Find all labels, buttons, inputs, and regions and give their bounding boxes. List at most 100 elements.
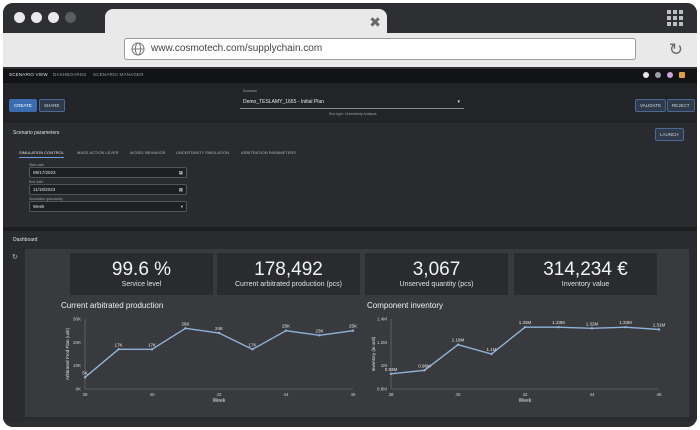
data-label: 23K xyxy=(315,328,323,333)
end-date-label: End date xyxy=(29,180,44,184)
granularity-select[interactable]: Week ▾ xyxy=(29,201,187,212)
data-label: 1.32M xyxy=(586,321,599,326)
dashboard-panel: 99.6 % Service level 178,492 Current arb… xyxy=(25,249,689,417)
scenario-parameters-title[interactable]: Scenario parameters xyxy=(13,130,60,136)
theme-icon[interactable] xyxy=(643,72,649,78)
data-point xyxy=(456,343,460,346)
scenario-select-label: Scenario xyxy=(243,89,257,93)
x-tick-label: 40 xyxy=(149,392,155,397)
refresh-icon[interactable]: ↻ xyxy=(12,254,18,261)
validate-button[interactable]: VALIDATE xyxy=(635,99,667,112)
data-label: 25K xyxy=(282,324,290,329)
kpi-card: 314,234 € Inventory value xyxy=(514,253,657,295)
data-point xyxy=(150,348,154,351)
help-icon[interactable] xyxy=(655,72,661,78)
y-axis-label: Inventory (in unit) xyxy=(371,336,376,371)
window-control-dot[interactable] xyxy=(48,12,59,23)
kpi-label: Inventory value xyxy=(561,281,610,288)
x-axis-label: Week xyxy=(213,398,226,404)
data-point xyxy=(389,372,393,376)
y-tick-label: 10K xyxy=(73,363,81,368)
nav-scenario-manager[interactable]: SCENARIO MANAGER xyxy=(93,72,144,77)
browser-window: ✖ www.cosmotech.com/supplychain.com ↻ SC… xyxy=(3,3,697,427)
data-label: 1.31M xyxy=(653,323,666,328)
create-button[interactable]: CREATE xyxy=(9,99,37,112)
browser-tab[interactable]: ✖ xyxy=(105,9,387,37)
data-label: 0.96M xyxy=(418,363,431,368)
kpi-card: 3,067 Unserved quantity (pcs) xyxy=(365,253,508,295)
data-point xyxy=(423,369,426,372)
x-tick-label: 44 xyxy=(283,392,289,397)
calendar-icon[interactable]: ▦ xyxy=(178,187,183,192)
data-point xyxy=(523,325,527,329)
scenario-select[interactable]: Scenario Demo_TESLAMY_1665 - Initial Pla… xyxy=(240,89,464,109)
data-label: 1.33M xyxy=(519,320,532,325)
data-label: 1.33M xyxy=(619,320,632,325)
tab-model-behavior[interactable]: MODEL BEHAVIOR xyxy=(130,150,166,155)
chevron-down-icon: ▾ xyxy=(180,204,183,209)
address-bar: www.cosmotech.com/supplychain.com ↻ xyxy=(3,33,697,67)
data-point xyxy=(284,329,288,332)
inventory-chart: Component inventory 0.8M 1M 1.2M 1.4M 38 40 42… xyxy=(367,301,667,413)
start-date-field[interactable]: 09/17/2023 ▦ xyxy=(29,167,187,178)
x-tick-label: 46 xyxy=(656,392,662,397)
scenario-select-value: Demo_TESLAMY_1665 - Initial Plan xyxy=(243,99,324,105)
data-point xyxy=(184,327,187,330)
data-label: 26K xyxy=(181,321,189,326)
y-tick-label: 30K xyxy=(73,317,81,322)
kpi-card: 178,492 Current arbitrated production (p… xyxy=(217,253,360,295)
kpi-label: Service level xyxy=(121,281,162,288)
chevron-down-icon: ▾ xyxy=(457,99,460,105)
nav-icons xyxy=(643,72,685,78)
data-point xyxy=(657,328,661,331)
chart-title: Component inventory xyxy=(367,301,444,310)
x-tick-label: 42 xyxy=(522,392,528,397)
data-point xyxy=(590,327,594,330)
granularity-value: Week xyxy=(33,204,45,209)
data-point xyxy=(83,376,87,379)
window-control-dot[interactable] xyxy=(14,12,25,23)
x-tick-label: 38 xyxy=(82,392,88,397)
calendar-icon[interactable]: ▦ xyxy=(178,170,183,175)
reload-icon[interactable]: ↻ xyxy=(668,40,683,59)
scenario-bar: CREATE SHARE Scenario Demo_TESLAMY_1665 … xyxy=(3,83,697,123)
tab-mass-action-lever[interactable]: MASS ACTION LEVER xyxy=(77,150,119,155)
y-axis-label: Arbitrated Prod Plan (unit) xyxy=(65,327,70,380)
window-control-dot[interactable] xyxy=(31,12,42,23)
x-tick-label: 40 xyxy=(455,392,461,397)
kpi-card: 99.6 % Service level xyxy=(70,253,213,295)
data-label: 17K xyxy=(114,342,122,347)
apps-grid-icon[interactable] xyxy=(667,10,683,26)
tab-simulation-control[interactable]: SIMULATION CONTROL xyxy=(19,150,64,158)
app-content: SCENARIO VIEW DASHBOARDS SCENARIO MANAGE… xyxy=(3,69,697,421)
data-point xyxy=(217,331,221,335)
start-date-label: Start date xyxy=(29,163,45,167)
share-button[interactable]: SHARE xyxy=(39,99,65,112)
data-label: 0.93M xyxy=(385,367,398,372)
data-point xyxy=(557,325,560,329)
kpi-value: 3,067 xyxy=(412,259,461,280)
kpi-label: Current arbitrated production (pcs) xyxy=(235,281,342,288)
tab-uncertainty-simulation[interactable]: UNCERTAINTY SIMULATION xyxy=(176,150,230,155)
close-tab-icon[interactable]: ✖ xyxy=(369,14,381,30)
inventory-line-chart: 0.8M 1M 1.2M 1.4M 38 40 42 44 46 Week Inventory (i… xyxy=(371,317,666,405)
end-date-value: 11/18/2023 xyxy=(33,187,56,192)
reject-button[interactable]: REJECT xyxy=(667,99,695,112)
url-text: www.cosmotech.com/supplychain.com xyxy=(151,43,323,54)
production-chart: Current arbitrated production 0K 10K 20K 30… xyxy=(61,301,361,413)
y-tick-label: 0.8M xyxy=(377,387,387,392)
nav-scenario-view[interactable]: SCENARIO VIEW xyxy=(9,72,48,77)
dashboard-title[interactable]: Dashboard xyxy=(13,237,38,243)
end-date-field[interactable]: 11/18/2023 ▦ xyxy=(29,184,187,195)
run-type-text: Run type: Uncertainty Analysis xyxy=(329,112,377,116)
avatar-icon[interactable] xyxy=(667,72,673,78)
window-control-dot[interactable] xyxy=(65,12,76,23)
nav-dashboards[interactable]: DASHBOARDS xyxy=(53,72,87,77)
start-date-value: 09/17/2023 xyxy=(33,170,56,175)
tab-arbitration-parameters[interactable]: ARBITRATION PARAMETERS xyxy=(241,150,296,155)
y-tick-label: 1M xyxy=(381,363,388,368)
series-line xyxy=(84,327,354,378)
launch-button[interactable]: LAUNCH xyxy=(655,128,684,141)
url-field[interactable]: www.cosmotech.com/supplychain.com xyxy=(124,38,636,60)
x-tick-label: 38 xyxy=(388,392,394,397)
